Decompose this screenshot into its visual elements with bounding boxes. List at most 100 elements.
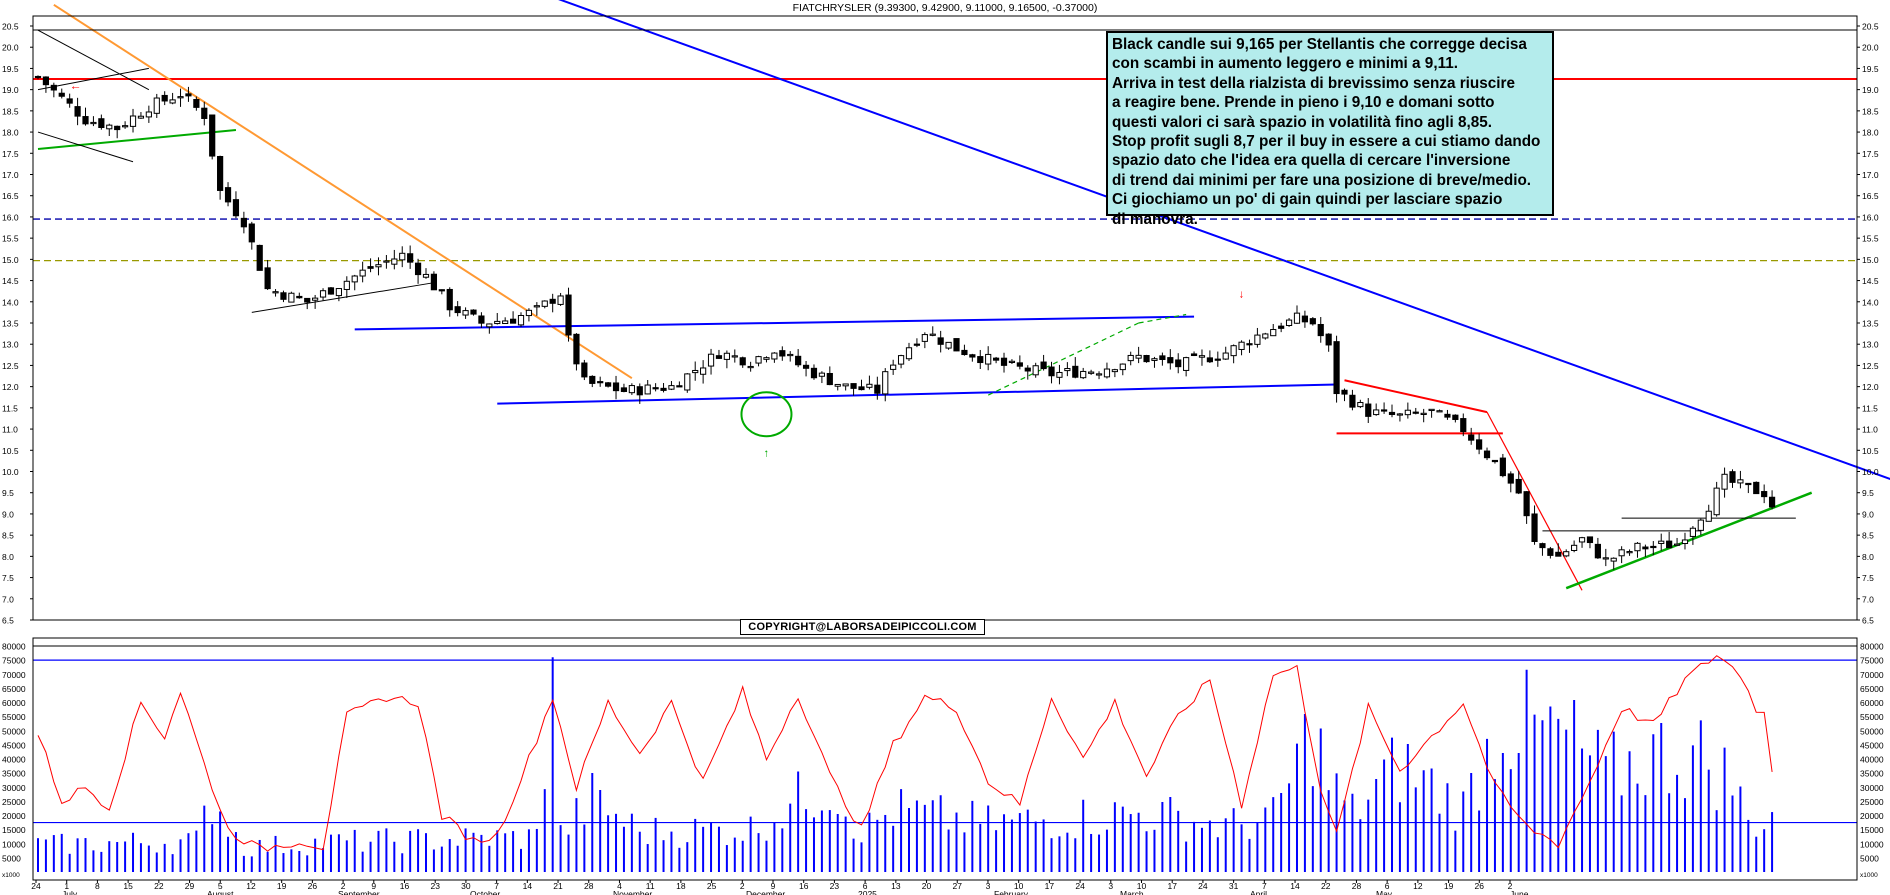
candle-body [1262,333,1269,339]
candle-body [1697,519,1704,531]
vol-tick-label-right: 50000 [1860,726,1884,736]
candle-body [858,386,865,391]
candle-body [327,287,335,295]
candle [399,246,406,268]
candle [264,259,271,290]
candle [1753,481,1760,495]
candle-body [288,292,295,303]
wedge-line [37,29,150,91]
candle [240,211,247,234]
candle [1547,546,1554,559]
candle [185,86,192,102]
copyright-label: COPYRIGHT@LABORSADEIPICCOLI.COM [740,619,985,635]
candle [1681,532,1689,550]
y-tick-label-right: 19.0 [1862,85,1879,95]
y-tick-label-left: 19.0 [2,85,19,95]
candle-body [1127,354,1134,362]
candle [1578,536,1586,548]
candle [644,379,651,395]
oscillator-line [37,655,1773,852]
candle [414,258,422,284]
green-uptrend-line [1565,491,1813,590]
candle [1333,335,1340,403]
x-day-label: 12 [246,881,256,891]
candle [1190,351,1198,357]
candle [1159,352,1166,366]
candle-body [1634,542,1641,552]
candle-body [1024,367,1031,372]
x-day-label: 22 [1321,881,1331,891]
candle [620,383,628,393]
candle [1151,356,1158,368]
candle-body [1412,411,1419,414]
y-tick-label-right: 7.0 [1862,594,1874,604]
candle-body [122,125,129,128]
candle-body [1119,363,1126,371]
candle-body [1531,513,1538,542]
candle [1705,504,1712,522]
candle [993,356,1000,364]
circle-marker [740,391,793,438]
candle [1563,549,1570,558]
candle-body [842,383,849,387]
note-line: Arriva in test della rialzista di brevis… [1112,74,1515,92]
candle [209,114,216,160]
analysis-note: Black candle sui 9,165 per Stellantis ch… [1106,31,1554,228]
y-tick-label-right: 9.5 [1862,488,1874,498]
candle [153,93,160,118]
candle [1515,470,1522,495]
candle-body [1618,549,1625,557]
vol-tick-label-right: 40000 [1860,755,1884,765]
candle [1602,548,1609,567]
candle-body [446,288,453,311]
candle-body [1761,491,1768,498]
y-tick-label-left: 18.0 [2,128,19,138]
candle-body [565,294,572,336]
x-month-label: 2025 [858,889,877,895]
y-tick-label-left: 8.5 [2,531,14,541]
candle-body [676,385,683,388]
candle-body [1373,409,1380,416]
candle [1254,327,1261,348]
vol-tick-label-left: 60000 [2,698,26,708]
vol-tick-label-right: 70000 [1860,670,1884,680]
candle [1024,365,1031,380]
candle [1325,333,1332,352]
vol-tick-label-left: 35000 [2,769,26,779]
candle-body [312,297,319,301]
candle-body [763,357,770,360]
candle [921,332,928,349]
x-day-label: 13 [891,881,901,891]
candle-body [296,295,303,299]
vol-tick-label-right: 60000 [1860,698,1884,708]
candle [818,371,825,384]
candle [1634,542,1641,558]
candle [937,330,944,353]
candle-body [826,372,833,386]
candle-body [280,292,287,300]
candle-body [1080,370,1087,379]
candle-body [874,384,881,394]
candle [1428,408,1435,418]
y-tick-label-right: 15.5 [1862,234,1879,244]
x-day-label: 23 [430,881,440,891]
candle [834,383,841,391]
vol-tick-label-left: 55000 [2,712,26,722]
candle-body [612,382,620,392]
candle-body [517,314,525,326]
y-tick-label-right: 17.5 [1862,149,1879,159]
x-day-label: 6 [863,881,868,891]
candle-body [1183,357,1190,371]
candle-body [1246,343,1253,346]
candle [351,274,358,291]
y-tick-label-right: 16.5 [1862,191,1879,201]
candle-body [1468,434,1475,441]
candle [1365,398,1372,423]
candle [1586,536,1594,549]
candle [977,349,984,370]
candle [217,155,224,200]
up-arrow-icon: ↑ [763,448,769,460]
candle [1198,349,1206,366]
candle-body [1349,394,1356,408]
